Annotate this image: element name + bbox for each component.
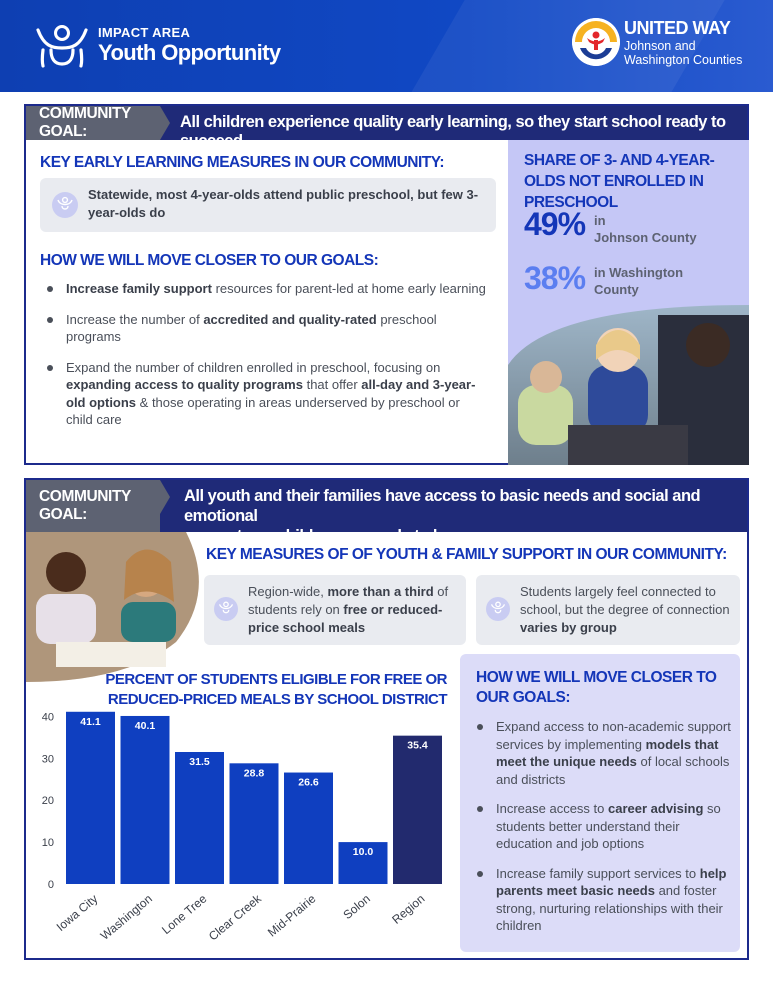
child-icon (486, 597, 510, 621)
list-item: Expand the number of children enrolled i… (40, 359, 490, 429)
x-tick-label: Lone Tree (159, 891, 210, 937)
goals-list: Increase family support resources for pa… (40, 280, 490, 442)
y-tick-label: 0 (48, 879, 54, 891)
page-header: IMPACT AREA Youth Opportunity UNITED WAY… (0, 0, 773, 92)
impact-area-label: IMPACT AREA (98, 25, 191, 40)
community-goal-bar: COMMUNITY GOAL: All youth and their fami… (26, 480, 747, 545)
bar-value-label: 35.4 (407, 740, 428, 752)
list-item: Increase the number of accredited and qu… (40, 311, 490, 346)
impact-area-title: Youth Opportunity (98, 40, 281, 65)
list-item: Expand access to non-academic support se… (470, 718, 734, 788)
early-learning-section: COMMUNITY GOAL: All children experience … (24, 104, 749, 465)
bar-iowa-city (66, 711, 115, 884)
how-we-move-panel: HOW WE WILL MOVE CLOSER TO OUR GOALS: Ex… (460, 654, 740, 952)
key-measures-heading: KEY EARLY LEARNING MEASURES IN OUR COMMU… (40, 154, 445, 171)
how-we-move-heading: HOW WE WILL MOVE CLOSER TO OUR GOALS: (476, 669, 717, 706)
y-tick-label: 40 (42, 711, 54, 723)
washington-county-label: in Washington County (594, 265, 684, 297)
washington-county-stat: 38% (524, 260, 586, 296)
measure-callout-text: Statewide, most 4-year-olds attend publi… (88, 187, 479, 220)
key-measures-heading: KEY MEASURES OF OF YOUTH & FAMILY SUPPOR… (206, 546, 727, 563)
how-we-move-heading: HOW WE WILL MOVE CLOSER TO OUR GOALS: (40, 252, 379, 269)
org-subtitle-line-2: Washington Counties (624, 53, 743, 67)
measure-callout: Statewide, most 4-year-olds attend publi… (40, 178, 496, 232)
x-tick-label: Mid-Prairie (265, 891, 319, 939)
y-tick-label: 30 (42, 753, 54, 765)
org-name: UNITED WAY (624, 18, 731, 38)
community-goal-label: COMMUNITY GOAL: (26, 480, 170, 532)
org-subtitle-line-1: Johnson and (624, 39, 696, 53)
youth-opportunity-icon (36, 25, 88, 68)
child-icon (52, 192, 78, 218)
enrollment-stats-panel: SHARE OF 3- AND 4-YEAR-OLDS NOT ENROLLED… (508, 140, 749, 465)
johnson-county-label: in Johnson County (594, 213, 697, 245)
bar-lone-tree (175, 752, 224, 884)
chart-title: PERCENT OF STUDENTS ELIGIBLE FOR FREE OR… (105, 671, 447, 708)
johnson-county-stat: 49% (524, 206, 586, 242)
x-tick-label: Region (389, 892, 427, 927)
connection-callout-text: Students largely feel connected to schoo… (520, 584, 730, 635)
preschool-children-photo (508, 305, 749, 465)
x-tick-label: Washington (98, 892, 155, 943)
goals-list: Expand access to non-academic support se… (470, 718, 734, 947)
youth-family-section: COMMUNITY GOAL: All youth and their fami… (24, 478, 749, 960)
bar-value-label: 28.8 (244, 767, 265, 779)
bar-region (393, 735, 442, 884)
bar-clear-creek (229, 763, 279, 884)
bar-mid-prairie (284, 772, 333, 884)
bar-value-label: 10.0 (353, 846, 374, 858)
x-tick-label: Clear Creek (206, 891, 265, 944)
community-goal-bar: COMMUNITY GOAL: All children experience … (26, 105, 747, 150)
stats-title: SHARE OF 3- AND 4-YEAR-OLDS NOT ENROLLED… (524, 152, 715, 211)
bar-solon (338, 842, 388, 884)
bar-washington (120, 715, 170, 884)
x-tick-label: Solon (340, 892, 373, 922)
connection-callout: Students largely feel connected to schoo… (476, 575, 740, 645)
child-icon (214, 597, 238, 621)
community-goal-text: All children experience quality early le… (180, 113, 726, 150)
y-tick-label: 10 (42, 837, 54, 849)
bar-value-label: 40.1 (135, 720, 156, 732)
list-item: Increase family support resources for pa… (40, 280, 490, 298)
x-tick-label: Iowa City (54, 892, 101, 934)
students-reading-photo (26, 532, 216, 682)
bar-value-label: 31.5 (189, 756, 210, 768)
meals-callout: Region-wide, more than a third of studen… (204, 575, 466, 645)
org-subtitle: Johnson and Washington Counties (624, 39, 742, 67)
community-goal-label: COMMUNITY GOAL: (26, 105, 170, 140)
y-tick-label: 20 (42, 795, 54, 807)
united-way-logo (572, 18, 620, 66)
list-item: Increase family support services to help… (470, 865, 734, 935)
bar-value-label: 41.1 (80, 716, 101, 728)
community-goal-text: All youth and their families have access… (184, 487, 701, 545)
meals-callout-text: Region-wide, more than a third of studen… (248, 584, 449, 635)
bar-value-label: 26.6 (298, 777, 319, 789)
free-meals-bar-chart: 0 10 20 30 40 41.1 Iowa City 40.1 Washington 31.5… (42, 711, 442, 944)
list-item: Increase access to career advising so st… (470, 800, 734, 853)
